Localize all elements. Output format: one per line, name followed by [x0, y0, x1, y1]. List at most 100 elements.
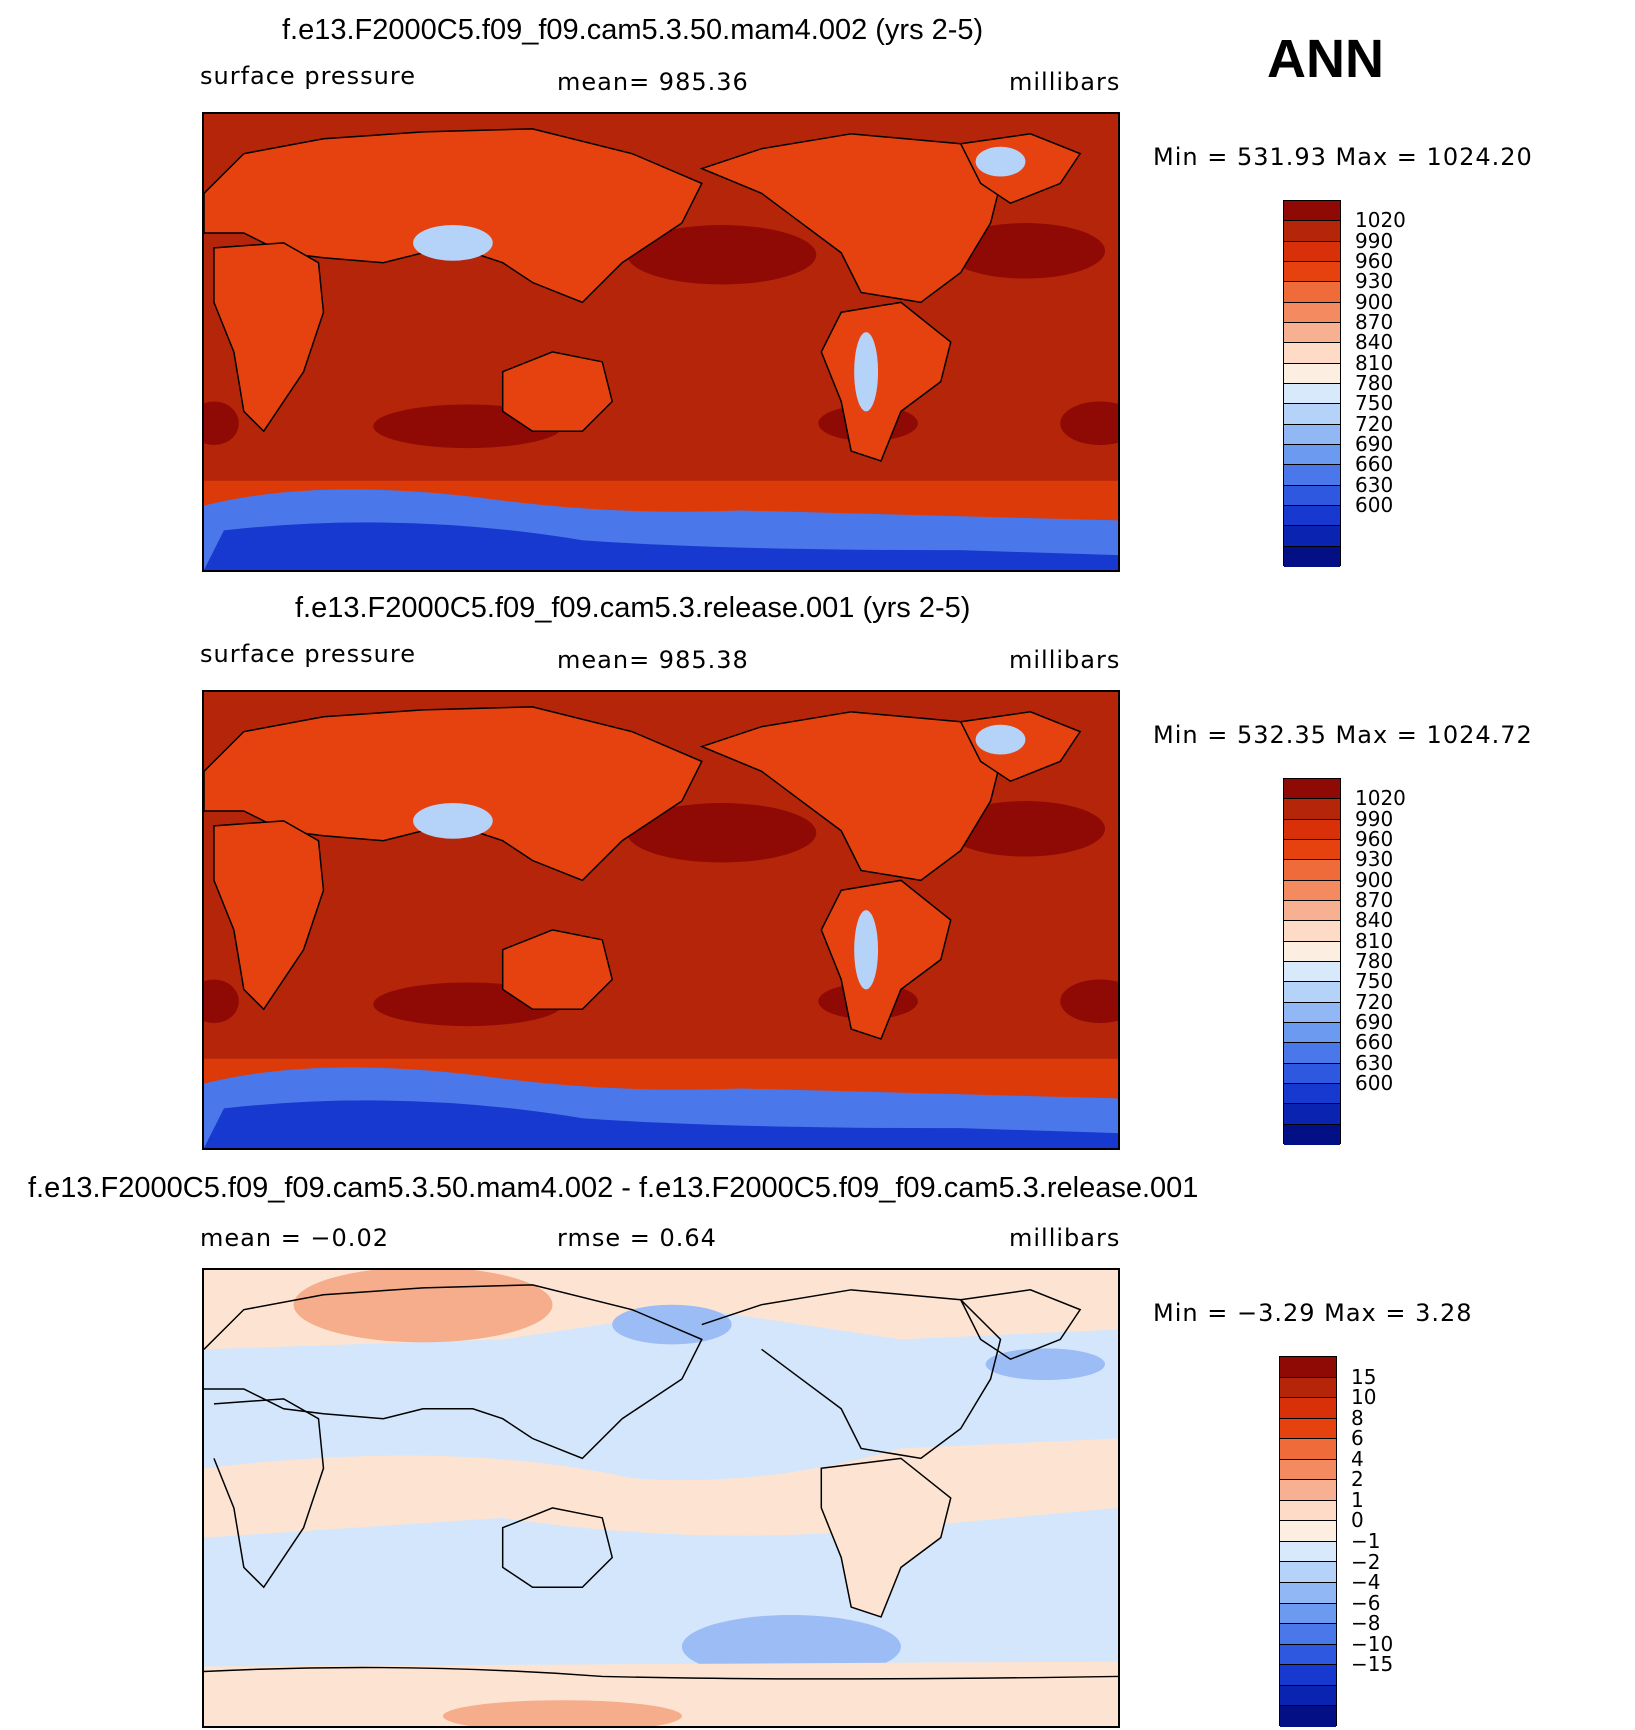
panel3-units: millibars — [1009, 1224, 1121, 1252]
colorbar-swatch — [1284, 1104, 1340, 1125]
colorbar-tick-label: 960 — [1355, 249, 1394, 273]
colorbar-tick-label: 8 — [1351, 1405, 1364, 1430]
panel1-map-svg — [204, 114, 1118, 570]
colorbar-swatch — [1280, 1644, 1336, 1666]
colorbar-tick-label: 630 — [1355, 1050, 1394, 1075]
colorbar-swatch — [1284, 546, 1340, 567]
colorbar-tick-label: −8 — [1351, 1611, 1381, 1636]
colorbar-tick-label: 1020 — [1355, 208, 1406, 233]
colorbar-swatch — [1284, 282, 1340, 303]
colorbar-tick-label: 720 — [1355, 989, 1394, 1014]
colorbar-tick-label: 900 — [1355, 289, 1394, 314]
colorbar-tick-label: 600 — [1355, 1071, 1394, 1095]
colorbar-swatch — [1284, 860, 1340, 881]
colorbar-swatch — [1284, 921, 1340, 942]
panel2-map-svg — [204, 692, 1118, 1148]
colorbar-swatch — [1280, 1500, 1336, 1522]
colorbar-tick-label: 0 — [1351, 1508, 1364, 1533]
panel2-minmax: Min = 532.35 Max = 1024.72 — [1153, 721, 1533, 749]
colorbar-tick-label: 870 — [1355, 310, 1394, 334]
colorbar-tick-label: 10 — [1351, 1385, 1377, 1410]
panel2-colorbar — [1283, 778, 1341, 1145]
colorbar-swatch — [1284, 799, 1340, 820]
panel2-map — [202, 690, 1120, 1150]
colorbar-tick-label: −2 — [1351, 1549, 1381, 1574]
panel3-colorbar — [1279, 1356, 1337, 1727]
colorbar-tick-label: 4 — [1351, 1446, 1364, 1471]
colorbar-tick-label: 810 — [1355, 928, 1394, 953]
colorbar-tick-label: 660 — [1355, 452, 1394, 477]
panel3-title: f.e13.F2000C5.f09_f09.cam5.3.50.mam4.002… — [28, 1172, 1199, 1204]
colorbar-swatch — [1280, 1541, 1336, 1563]
panel1-units: millibars — [1009, 68, 1121, 96]
colorbar-tick-label: −15 — [1351, 1652, 1394, 1677]
colorbar-swatch — [1280, 1377, 1336, 1399]
colorbar-swatch — [1284, 880, 1340, 901]
colorbar-tick-label: 630 — [1355, 472, 1394, 497]
colorbar-swatch — [1280, 1439, 1336, 1460]
colorbar-tick-label: 6 — [1351, 1426, 1364, 1451]
panel1-map — [202, 112, 1120, 572]
panel3-map — [202, 1268, 1120, 1728]
panel3-rmse: rmse = 0.64 — [557, 1224, 717, 1252]
colorbar-tick-label: 1020 — [1355, 786, 1406, 811]
colorbar-swatch — [1284, 221, 1340, 242]
colorbar-tick-label: −4 — [1351, 1570, 1381, 1595]
colorbar-swatch — [1284, 343, 1340, 364]
panel2-title: f.e13.F2000C5.f09_f09.cam5.3.release.001… — [295, 592, 971, 624]
colorbar-swatch — [1280, 1459, 1336, 1481]
colorbar-tick-label: 750 — [1355, 969, 1394, 994]
colorbar-tick-label: 990 — [1355, 806, 1394, 831]
colorbar-swatch — [1284, 465, 1340, 486]
colorbar-tick-label: 1 — [1351, 1487, 1364, 1512]
colorbar-swatch — [1280, 1706, 1336, 1727]
panel3-mean: mean = −0.02 — [200, 1224, 389, 1252]
colorbar-swatch — [1284, 1022, 1340, 1044]
colorbar-swatch — [1280, 1603, 1336, 1625]
colorbar-tick-label: 990 — [1355, 228, 1394, 253]
colorbar-tick-label: 720 — [1355, 411, 1394, 436]
colorbar-swatch — [1284, 941, 1340, 962]
colorbar-tick-label: 780 — [1355, 949, 1394, 973]
colorbar-tick-label: 15 — [1351, 1364, 1377, 1389]
colorbar-tick-label: 900 — [1355, 867, 1394, 892]
panel1-minmax: Min = 531.93 Max = 1024.20 — [1153, 143, 1533, 171]
panel1-title: f.e13.F2000C5.f09_f09.cam5.3.50.mam4.002… — [282, 14, 984, 46]
season-label: ANN — [1267, 29, 1384, 89]
colorbar-swatch — [1280, 1685, 1336, 1707]
colorbar-swatch — [1280, 1418, 1336, 1440]
colorbar-tick-label: 840 — [1355, 330, 1394, 355]
colorbar-swatch — [1284, 444, 1340, 466]
colorbar-swatch — [1284, 819, 1340, 840]
colorbar-swatch — [1280, 1583, 1336, 1604]
panel3-map-svg — [204, 1270, 1118, 1726]
colorbar-swatch — [1284, 1043, 1340, 1064]
colorbar-tick-label: −6 — [1351, 1590, 1381, 1615]
colorbar-swatch — [1280, 1624, 1336, 1645]
panel1-variable-label: surface pressure — [200, 62, 416, 90]
colorbar-swatch — [1284, 505, 1340, 527]
colorbar-tick-label: 930 — [1355, 269, 1394, 294]
colorbar-tick-label: 960 — [1355, 827, 1394, 851]
colorbar-swatch — [1284, 363, 1340, 384]
colorbar-swatch — [1284, 424, 1340, 445]
colorbar-tick-label: 810 — [1355, 350, 1394, 375]
colorbar-tick-label: 780 — [1355, 371, 1394, 395]
colorbar-swatch — [1284, 961, 1340, 983]
colorbar-tick-label: −1 — [1351, 1529, 1381, 1553]
colorbar-tick-label: 600 — [1355, 493, 1394, 517]
colorbar-swatch — [1284, 322, 1340, 344]
colorbar-tick-label: 840 — [1355, 908, 1394, 933]
colorbar-tick-label: 690 — [1355, 432, 1394, 456]
colorbar-swatch — [1284, 404, 1340, 425]
colorbar-swatch — [1280, 1521, 1336, 1542]
panel2-mean: mean= 985.38 — [557, 646, 749, 674]
colorbar-swatch — [1284, 1083, 1340, 1105]
colorbar-swatch — [1280, 1398, 1336, 1419]
colorbar-swatch — [1284, 485, 1340, 506]
colorbar-swatch — [1280, 1665, 1336, 1686]
colorbar-swatch — [1284, 779, 1340, 800]
colorbar-tick-label: 870 — [1355, 888, 1394, 912]
colorbar-tick-label: −10 — [1351, 1631, 1394, 1656]
colorbar-swatch — [1284, 302, 1340, 323]
